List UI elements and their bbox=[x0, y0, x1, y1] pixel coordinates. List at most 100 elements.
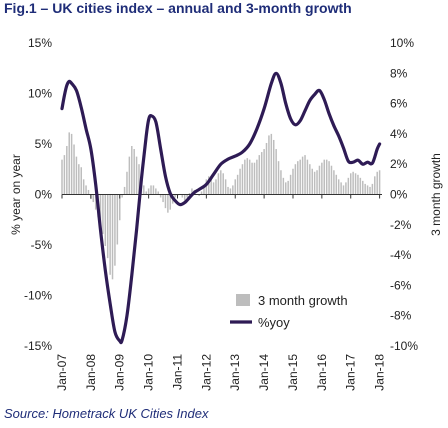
growth-bar bbox=[270, 133, 273, 195]
y-left-tick-label: -10% bbox=[24, 289, 52, 303]
growth-bar bbox=[340, 182, 342, 195]
growth-bar bbox=[198, 194, 200, 197]
growth-bar bbox=[87, 189, 90, 195]
y-left-tick-label: 15% bbox=[28, 36, 52, 50]
growth-bar bbox=[364, 183, 366, 195]
growth-bar bbox=[63, 155, 66, 195]
growth-bar bbox=[349, 173, 352, 195]
x-tick-label: Jan-10 bbox=[142, 354, 156, 391]
growth-bar bbox=[362, 180, 364, 195]
growth-bar bbox=[80, 167, 83, 195]
growth-bar bbox=[272, 139, 275, 195]
growth-bar bbox=[304, 155, 306, 195]
growth-bar bbox=[114, 194, 116, 266]
growth-bar bbox=[366, 185, 369, 195]
growth-bar bbox=[159, 194, 162, 198]
growth-bar bbox=[183, 194, 186, 201]
y-right-tick-label: -6% bbox=[390, 278, 412, 292]
x-tick-label: Jan-08 bbox=[84, 354, 98, 391]
growth-bar bbox=[205, 179, 208, 195]
growth-bar bbox=[200, 191, 203, 195]
growth-bar bbox=[345, 182, 347, 195]
growth-bar bbox=[157, 191, 159, 195]
y-right-axis-title: 3 month growth bbox=[429, 153, 443, 236]
growth-bar bbox=[282, 177, 285, 195]
growth-bar bbox=[229, 188, 232, 195]
growth-bar bbox=[224, 179, 227, 195]
y-left-tick-label: 5% bbox=[35, 137, 53, 151]
growth-bar bbox=[294, 164, 297, 195]
growth-bar bbox=[248, 159, 251, 195]
growth-bar bbox=[256, 159, 258, 195]
growth-bar bbox=[85, 185, 87, 195]
growth-bar bbox=[111, 194, 114, 280]
y-left-tick-label: 10% bbox=[28, 87, 52, 101]
growth-bar bbox=[251, 162, 253, 195]
growth-bar bbox=[301, 156, 304, 195]
growth-bar bbox=[234, 179, 236, 195]
growth-bar bbox=[212, 182, 215, 195]
growth-bar bbox=[244, 159, 246, 195]
growth-bar bbox=[66, 146, 68, 195]
growth-bar bbox=[138, 164, 140, 195]
growth-bar bbox=[152, 185, 155, 195]
x-tick-label: Jan-15 bbox=[286, 354, 300, 391]
growth-bar bbox=[323, 159, 325, 195]
growth-bar bbox=[99, 194, 102, 225]
growth-bar bbox=[104, 194, 107, 247]
y-right-tick-label: -8% bbox=[390, 309, 412, 323]
growth-bar bbox=[147, 188, 150, 195]
growth-bar bbox=[94, 194, 97, 210]
growth-bar bbox=[359, 177, 362, 195]
growth-bar bbox=[275, 149, 277, 195]
growth-bar bbox=[309, 164, 311, 195]
growth-bar bbox=[106, 194, 109, 259]
growth-bar bbox=[78, 164, 80, 195]
yoy-line bbox=[60, 71, 382, 345]
growth-bar bbox=[239, 168, 241, 195]
y-right-tick-label: -2% bbox=[390, 218, 412, 232]
growth-bar bbox=[321, 162, 323, 195]
growth-bar bbox=[143, 185, 145, 195]
y-right-tick-label: -4% bbox=[390, 248, 412, 262]
growth-bar bbox=[131, 146, 133, 195]
growth-bar bbox=[126, 171, 128, 195]
growth-bar bbox=[253, 162, 256, 195]
growth-bar bbox=[174, 194, 176, 198]
legend-label-yoy: %yoy bbox=[258, 315, 290, 330]
growth-bar bbox=[337, 179, 340, 195]
growth-bar bbox=[292, 168, 294, 195]
growth-bar bbox=[68, 132, 70, 195]
y-right-tick-label: 6% bbox=[390, 97, 408, 111]
growth-bar bbox=[333, 170, 335, 195]
growth-bar bbox=[121, 194, 123, 198]
growth-bar bbox=[70, 133, 73, 195]
y-left-tick-label: -5% bbox=[31, 238, 53, 252]
growth-bar bbox=[316, 170, 318, 195]
growth-bar bbox=[299, 159, 301, 195]
growth-bar bbox=[258, 155, 261, 195]
growth-bar bbox=[155, 188, 157, 195]
growth-bar bbox=[135, 156, 138, 195]
growth-bar bbox=[191, 188, 193, 195]
y-right-tick-label: 0% bbox=[390, 188, 408, 202]
chart-title: Fig.1 – UK cities index – annual and 3-m… bbox=[4, 0, 352, 16]
growth-bar bbox=[109, 194, 111, 275]
growth-bar bbox=[181, 194, 184, 198]
y-left-axis-title: % year on year bbox=[9, 154, 23, 235]
y-left-tick-label: 0% bbox=[35, 188, 53, 202]
x-tick-label: Jan-13 bbox=[228, 354, 242, 391]
growth-bar bbox=[376, 171, 378, 195]
x-tick-label: Jan-12 bbox=[199, 354, 213, 391]
growth-bar bbox=[210, 179, 212, 195]
x-tick-label: Jan-14 bbox=[257, 354, 271, 391]
x-tick-label: Jan-16 bbox=[315, 354, 329, 391]
growth-bar bbox=[215, 179, 217, 195]
growth-bar bbox=[352, 171, 354, 195]
y-right-tick-label: 10% bbox=[390, 36, 414, 50]
y-right-tick-label: 8% bbox=[390, 66, 408, 80]
growth-bar bbox=[311, 168, 313, 195]
y-left-tick-label: -15% bbox=[24, 339, 52, 353]
